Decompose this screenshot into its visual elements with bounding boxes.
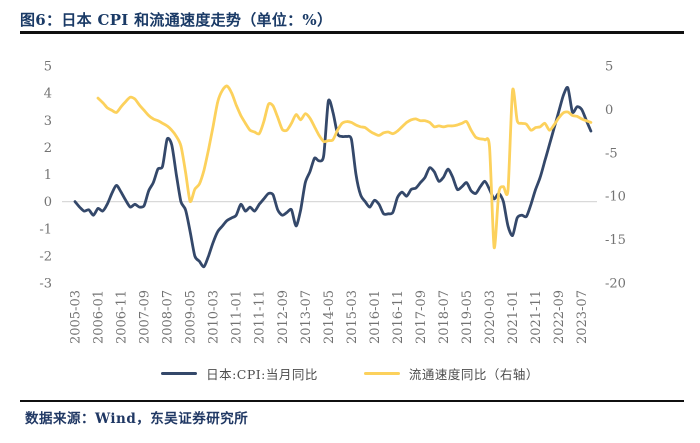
title-divider [20, 31, 684, 34]
right-axis-tick-label: 0 [605, 103, 613, 118]
x-axis-tick-label: 2021-01 [506, 290, 521, 344]
right-axis-tick-label: 5 [605, 60, 613, 75]
figure-title: 图6：日本 CPI 和流通速度走势（单位：%） [20, 11, 333, 29]
x-axis-tick-label: 2010-03 [207, 290, 222, 344]
left-axis-tick-label: -1 [39, 222, 52, 237]
legend-label-cpi: 日本:CPI:当月同比 [206, 367, 318, 382]
right-axis-tick-label: -15 [605, 233, 626, 248]
legend-label-velocity: 流通速度同比（右轴） [408, 367, 539, 382]
x-axis-tick-label: 2016-11 [391, 290, 406, 344]
x-axis-tick-label: 2021-11 [529, 290, 544, 344]
x-axis-tick-label: 2011-11 [253, 290, 268, 344]
x-axis-tick-label: 2006-11 [115, 290, 130, 344]
left-axis-tick-label: -3 [39, 277, 52, 292]
left-axis-tick-label: 1 [44, 168, 52, 183]
right-axis-tick-label: -20 [605, 277, 626, 292]
left-axis-tick-label: 0 [44, 195, 52, 210]
legend-item-cpi: 日本:CPI:当月同比 [161, 364, 318, 383]
x-axis-tick-label: 2022-09 [552, 290, 567, 344]
left-axis-tick-label: 2 [44, 141, 52, 156]
cpi-line-swatch [161, 371, 198, 376]
x-axis-tick-label: 2015-03 [345, 290, 360, 344]
x-axis-tick-label: 2014-05 [322, 290, 337, 344]
x-axis-tick-label: 2012-09 [276, 290, 291, 344]
x-axis-tick-label: 2005-03 [69, 290, 84, 344]
x-axis-tick-label: 2013-07 [299, 290, 314, 344]
x-axis-tick-label: 2007-09 [138, 290, 153, 344]
velocity-line-swatch [363, 371, 400, 376]
x-axis-tick-label: 2016-01 [368, 290, 383, 344]
left-axis-tick-label: 3 [44, 114, 52, 129]
x-axis-tick-label: 2023-07 [575, 290, 590, 344]
legend-item-velocity: 流通速度同比（右轴） [363, 364, 539, 383]
right-axis-tick-label: -5 [605, 146, 618, 161]
cpi-series-line [73, 85, 593, 269]
x-axis-tick-label: 2019-05 [460, 290, 475, 344]
left-axis-tick-label: -2 [39, 249, 52, 264]
x-axis-tick-label: 2006-01 [92, 290, 107, 344]
data-source: 数据来源：Wind，东吴证券研究所 [25, 411, 249, 427]
x-axis-tick-label: 2020-03 [483, 290, 498, 344]
x-axis-tick-label: 2017-09 [414, 290, 429, 344]
x-axis-tick-label: 2008-07 [161, 290, 176, 344]
left-axis-tick-label: 4 [44, 87, 52, 102]
x-axis-tick-label: 2018-07 [437, 290, 452, 344]
left-axis-tick-label: 5 [44, 60, 52, 75]
chart-legend: 日本:CPI:当月同比 流通速度同比（右轴） [0, 364, 700, 383]
velocity-series-line [96, 84, 593, 249]
right-axis-tick-label: -10 [605, 190, 626, 205]
x-axis-tick-label: 2009-05 [184, 290, 199, 344]
footer-divider [20, 400, 684, 402]
x-axis-tick-label: 2011-01 [230, 290, 245, 344]
